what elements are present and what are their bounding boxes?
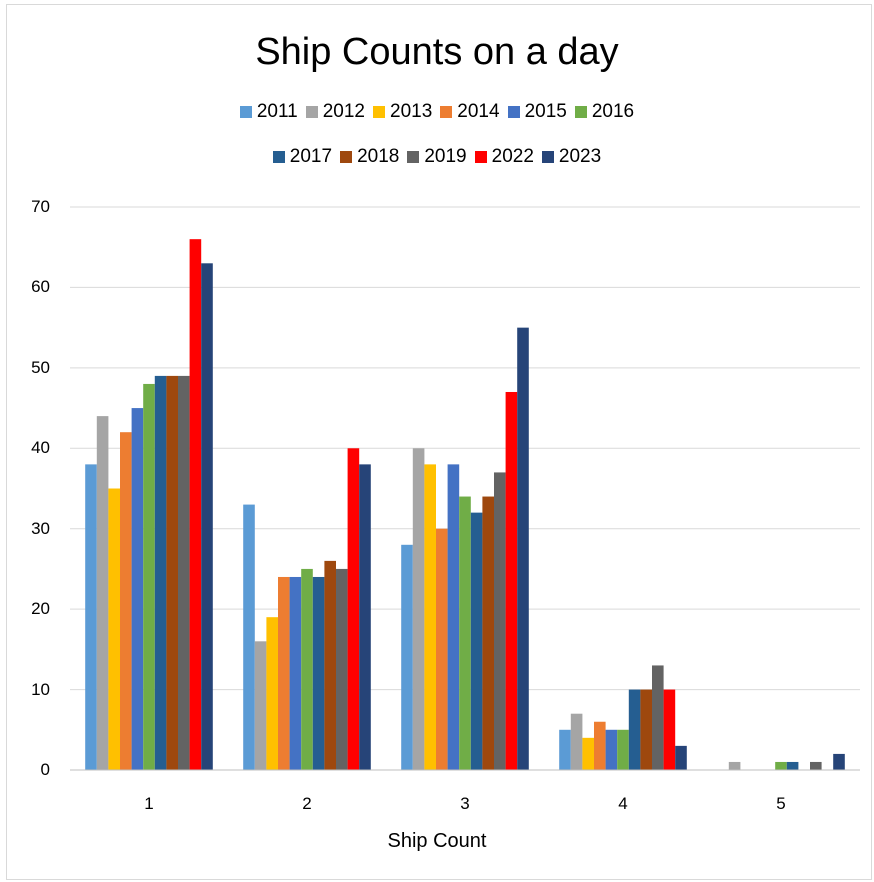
x-tick-label: 5 bbox=[761, 794, 801, 814]
bar-2019-2 bbox=[336, 569, 348, 770]
bar-2019-3 bbox=[494, 472, 506, 770]
bar-2014-2 bbox=[278, 577, 290, 770]
y-tick-label: 10 bbox=[14, 680, 50, 700]
bar-2013-2 bbox=[266, 617, 278, 770]
bar-2015-2 bbox=[290, 577, 302, 770]
bar-2011-3 bbox=[401, 545, 413, 770]
bar-2019-5 bbox=[810, 762, 822, 770]
bar-2011-1 bbox=[85, 464, 97, 770]
bar-2017-1 bbox=[155, 376, 167, 770]
bar-2016-5 bbox=[775, 762, 787, 770]
bar-2011-2 bbox=[243, 505, 255, 770]
x-tick-label: 4 bbox=[603, 794, 643, 814]
bar-2012-1 bbox=[97, 416, 109, 770]
bar-2013-4 bbox=[582, 738, 594, 770]
bar-2012-3 bbox=[413, 448, 425, 770]
bar-2014-3 bbox=[436, 529, 448, 770]
bar-2015-3 bbox=[448, 464, 460, 770]
bar-2019-1 bbox=[178, 376, 190, 770]
y-tick-label: 60 bbox=[14, 277, 50, 297]
bar-2013-3 bbox=[424, 464, 436, 770]
x-tick-label: 1 bbox=[129, 794, 169, 814]
bar-2022-3 bbox=[506, 392, 518, 770]
bar-2017-3 bbox=[471, 513, 483, 770]
bar-2018-3 bbox=[482, 497, 494, 770]
bar-2022-2 bbox=[348, 448, 360, 770]
x-axis-title: Ship Count bbox=[0, 830, 874, 853]
bar-2023-3 bbox=[517, 328, 529, 770]
bar-2018-2 bbox=[324, 561, 336, 770]
bar-2018-4 bbox=[640, 690, 652, 770]
bar-2017-4 bbox=[629, 690, 641, 770]
bar-2016-3 bbox=[459, 497, 471, 770]
bar-2017-2 bbox=[313, 577, 325, 770]
bar-2018-1 bbox=[166, 376, 178, 770]
bar-2023-2 bbox=[359, 464, 371, 770]
bar-2023-5 bbox=[833, 754, 845, 770]
bar-2012-2 bbox=[255, 641, 267, 770]
bar-2016-2 bbox=[301, 569, 313, 770]
y-tick-label: 70 bbox=[14, 197, 50, 217]
bars bbox=[85, 239, 845, 770]
y-tick-label: 30 bbox=[14, 519, 50, 539]
bar-2015-1 bbox=[132, 408, 144, 770]
bar-2013-1 bbox=[108, 489, 120, 771]
bar-2022-4 bbox=[664, 690, 676, 770]
bar-2014-4 bbox=[594, 722, 606, 770]
bar-2012-5 bbox=[729, 762, 741, 770]
x-tick-label: 2 bbox=[287, 794, 327, 814]
y-tick-label: 50 bbox=[14, 358, 50, 378]
bar-2015-4 bbox=[606, 730, 618, 770]
x-tick-label: 3 bbox=[445, 794, 485, 814]
bar-2011-4 bbox=[559, 730, 571, 770]
y-tick-label: 40 bbox=[14, 438, 50, 458]
y-tick-label: 20 bbox=[14, 599, 50, 619]
bar-2016-1 bbox=[143, 384, 155, 770]
bar-2016-4 bbox=[617, 730, 629, 770]
y-tick-label: 0 bbox=[14, 760, 50, 780]
bar-2022-1 bbox=[190, 239, 202, 770]
bar-2023-4 bbox=[675, 746, 687, 770]
bar-2023-1 bbox=[201, 263, 213, 770]
bar-2019-4 bbox=[652, 665, 664, 770]
bar-2012-4 bbox=[571, 714, 583, 770]
bar-2014-1 bbox=[120, 432, 132, 770]
bar-2017-5 bbox=[787, 762, 799, 770]
